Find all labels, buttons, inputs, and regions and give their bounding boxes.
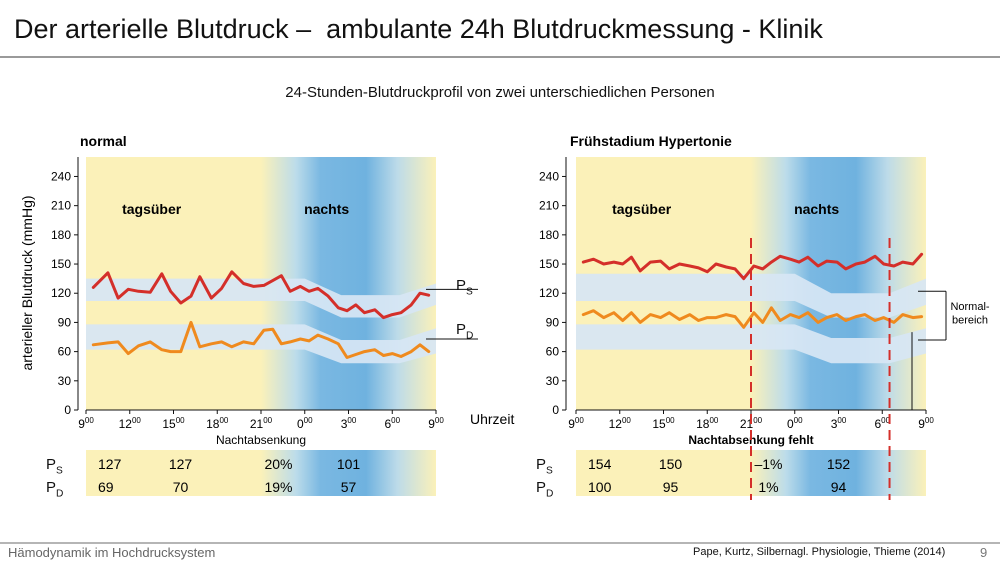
band-label-night: nachts [304,201,349,217]
footer-rule [0,542,1000,544]
chart-title: normal [80,133,127,149]
row-label-pd: PD [536,479,553,500]
x-tick-label: 900 [78,416,94,431]
x-tick-label: 2100 [250,416,273,431]
x-tick-label: 000 [297,416,313,431]
row-label-ps: PS [46,456,63,477]
y-tick-label: 150 [51,257,71,271]
y-tick-label: 240 [539,169,559,183]
footer-topic: Hämodynamik im Hochdrucksystem [8,545,216,560]
ps-cell: 20% [264,456,292,472]
x-tick-label: 600 [384,416,400,431]
pd-cell: 95 [663,479,679,495]
page-number: 9 [980,545,988,560]
y-tick-label: 120 [539,286,559,300]
pd-cell: 70 [173,479,189,495]
x-tick-label: 000 [787,416,803,431]
y-tick-label: 60 [58,345,72,359]
y-tick-label: 150 [539,257,559,271]
series-diastolic [91,320,431,359]
x-tick-label: 1800 [206,416,229,431]
caption-nachtabsenkung: Nachtabsenkung [216,433,306,447]
y-tick-label: 210 [539,199,559,213]
footer-source: Pape, Kurtz, Silbernagl. Physiologie, Th… [693,546,946,558]
x-tick-label: 1800 [696,416,719,431]
row-label-ps: PS [536,456,553,477]
x-tick-label: 300 [341,416,357,431]
y-tick-label: 240 [51,169,71,183]
x-tick-label: 1200 [119,416,142,431]
pd-cell: 1% [758,479,778,495]
x-tick-label: 900 [918,416,934,431]
x-tick-label: 1200 [609,416,632,431]
series-label-ps: PS [456,277,473,298]
ps-cell: 127 [98,456,122,472]
y-tick-label: 210 [51,199,71,213]
chart-normal: tagsüber nachts normal 0 30 60 90 120 150 180 210 2… [46,133,514,500]
pd-cell: 19% [264,479,292,495]
ps-cell: 154 [588,456,612,472]
series-systolic [581,252,924,281]
y-tick-label: 180 [51,228,71,242]
y-tick-label: 180 [539,228,559,242]
pd-cell: 94 [831,479,847,495]
x-tick-label: 900 [568,416,584,431]
band-label-night: nachts [794,201,839,217]
slide-subtitle: 24-Stunden-Blutdruckprofil von zwei unte… [285,84,715,101]
y-tick-label: 0 [64,403,71,417]
y-tick-label: 30 [546,374,560,388]
y-tick-label: 90 [546,315,560,329]
y-tick-label: 0 [552,403,559,417]
table-background [576,450,926,496]
normal-range-label: Normal- [950,301,989,313]
series-label-pd: PD [456,321,473,342]
x-tick-label: 600 [874,416,890,431]
y-tick-label: 90 [58,315,72,329]
x-tick-label: 1500 [162,416,185,431]
slide-title: Der arterielle Blutdruck – ambulante 24h… [14,14,823,44]
series-systolic [91,270,431,320]
chart-title: Frühstadium Hypertonie [570,133,732,149]
ps-cell: 101 [337,456,361,472]
band-label-day: tagsüber [122,201,182,217]
x-axis-label: Uhrzeit [470,411,514,427]
band-label-day: tagsüber [612,201,672,217]
series-diastolic [581,306,924,329]
x-tick-label: 1500 [652,416,675,431]
pd-cell: 57 [341,479,357,495]
table-background [86,450,436,496]
y-tick-label: 30 [58,374,72,388]
x-tick-label: 300 [831,416,847,431]
pd-cell: 69 [98,479,114,495]
y-tick-label: 60 [546,345,560,359]
x-tick-label: 900 [428,416,444,431]
pd-cell: 100 [588,479,612,495]
normal-range-diastolic [86,324,436,364]
title-rule [0,56,1000,58]
row-label-pd: PD [46,479,63,500]
y-axis-label: arterieller Blutdruck (mmHg) [19,195,35,370]
normal-range-systolic [86,278,436,318]
chart-hypertonie: tagsüber nachts Frühstadium Hypertonie 0 30 6… [536,133,990,500]
normal-range-label: bereich [952,314,988,326]
ps-cell: 152 [827,456,851,472]
y-tick-label: 120 [51,286,71,300]
ps-cell: –1% [754,456,782,472]
ps-cell: 127 [169,456,193,472]
ps-cell: 150 [659,456,683,472]
